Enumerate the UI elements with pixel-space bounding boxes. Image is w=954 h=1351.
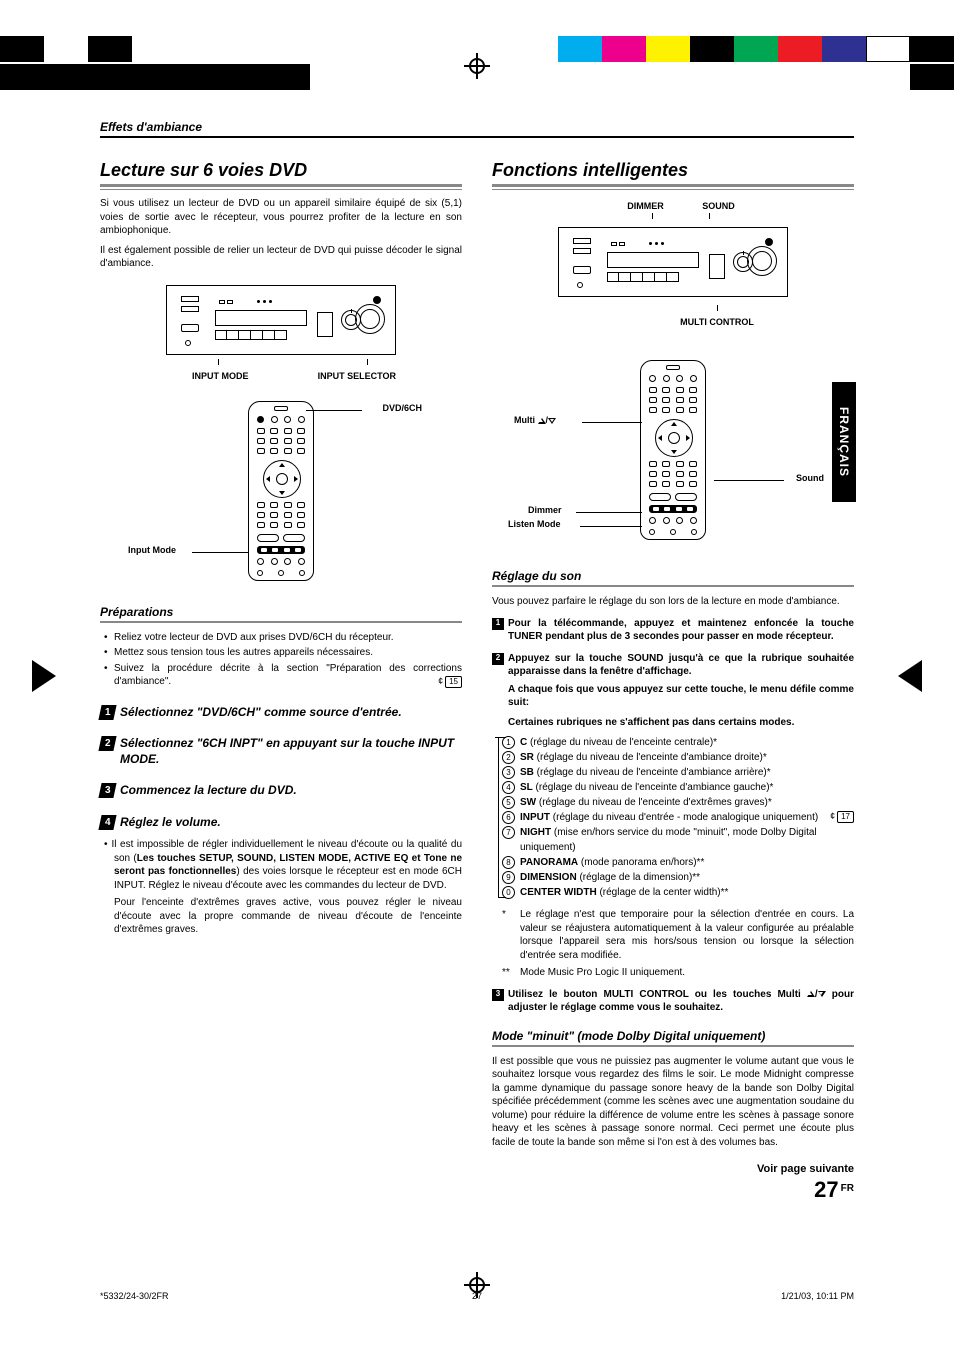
list-item: 9DIMENSION (réglage de la dimension)**	[520, 870, 854, 885]
mode-minuit-body: Il est possible que vous ne puissiez pas…	[492, 1055, 854, 1150]
triangle-up-icon	[807, 991, 815, 997]
list-item: Suivez la procédure décrite à la section…	[114, 662, 462, 689]
remote-icon	[640, 360, 706, 540]
print-marks-top	[0, 36, 954, 90]
callout-dvd6ch: DVD/6CH	[382, 403, 422, 413]
footer-left: *5332/24-30/2FR	[100, 1291, 169, 1301]
label-input-mode: INPUT MODE	[192, 371, 249, 381]
step-2: 2Sélectionnez "6CH INPT" en appuyant sur…	[100, 736, 462, 767]
receiver-icon	[558, 227, 788, 297]
breadcrumb: Effets d'ambiance	[100, 120, 854, 138]
sound-menu: 1C (réglage du niveau de l'enceinte cent…	[492, 735, 854, 900]
list-item: 3SB (réglage du niveau de l'enceinte d'a…	[520, 765, 854, 780]
reglage-intro: Vous pouvez parfaire le réglage du son l…	[492, 595, 854, 609]
callout-input-mode: Input Mode	[128, 545, 176, 555]
see-next-page: Voir page suivante	[492, 1163, 854, 1175]
list-item: 7NIGHT (mise en/hors service du mode "mi…	[520, 825, 854, 855]
page-content: Effets d'ambiance Lecture sur 6 voies DV…	[100, 120, 854, 1251]
triangle-down-icon	[548, 418, 556, 424]
list-item: Reliez votre lecteur de DVD aux prises D…	[114, 631, 462, 645]
callout-sound: Sound	[796, 473, 824, 483]
step4-note: Il est impossible de régler individuelle…	[100, 838, 462, 937]
mode-minuit-title: Mode "minuit" (mode Dolby Digital unique…	[492, 1029, 854, 1047]
right-step-2: 2Appuyez sur la touche SOUND jusqu'à ce …	[492, 652, 854, 679]
callout-dimmer: Dimmer	[528, 505, 562, 515]
reglage-title: Réglage du son	[492, 569, 854, 587]
step-1: 1Sélectionnez "DVD/6CH" comme source d'e…	[100, 705, 462, 721]
preparations-title: Préparations	[100, 605, 462, 623]
label-multi-control: MULTI CONTROL	[680, 317, 754, 327]
callout-listen-mode: Listen Mode	[508, 519, 561, 529]
list-item: 8PANORAMA (mode panorama en/hors)**	[520, 855, 854, 870]
right-step-1: 1Pour la télécommande, appuyez et mainte…	[492, 617, 854, 644]
label-input-selector: INPUT SELECTOR	[318, 371, 396, 381]
right-column: Fonctions intelligentes DIMMER SOUND MUL…	[492, 160, 854, 1203]
list-item: 2SR (réglage du niveau de l'enceinte d'a…	[520, 750, 854, 765]
label-dimmer: DIMMER	[627, 201, 664, 211]
page-ref-17: ¢17	[830, 810, 854, 824]
receiver-icon	[166, 285, 396, 355]
remote-icon	[248, 401, 314, 581]
left-diagram: INPUT MODE INPUT SELECTOR	[100, 285, 462, 591]
page-ref-15: ¢15	[438, 675, 462, 688]
step2-sub1: A chaque fois que vous appuyez sur cette…	[492, 683, 854, 710]
left-title: Lecture sur 6 voies DVD	[100, 160, 462, 187]
footnotes: *Le réglage n'est que temporaire pour la…	[492, 908, 854, 980]
page-number: 27FR	[492, 1177, 854, 1203]
right-title: Fonctions intelligentes	[492, 160, 854, 187]
list-item: Mettez sous tension tous les autres appa…	[114, 646, 462, 660]
list-item: 0CENTER WIDTH (réglage de la center widt…	[520, 885, 854, 900]
left-intro-1: Si vous utilisez un lecteur de DVD ou un…	[100, 197, 462, 238]
preparations-list: Reliez votre lecteur de DVD aux prises D…	[100, 631, 462, 689]
callout-multi: Multi /	[514, 415, 556, 425]
side-mark-right	[898, 660, 922, 692]
list-item: 5SW (réglage du niveau de l'enceinte d'e…	[520, 795, 854, 810]
list-item: 6INPUT (réglage du niveau d'entrée - mod…	[520, 810, 854, 825]
footer-mid: 27	[472, 1291, 482, 1301]
left-column: Lecture sur 6 voies DVD Si vous utilisez…	[100, 160, 462, 1203]
side-mark-left	[32, 660, 56, 692]
list-item: 1C (réglage du niveau de l'enceinte cent…	[520, 735, 854, 750]
footer-right: 1/21/03, 10:11 PM	[781, 1291, 854, 1301]
step-3: 3Commencez la lecture du DVD.	[100, 783, 462, 799]
triangle-up-icon	[538, 418, 546, 424]
footer-meta: *5332/24-30/2FR 27 1/21/03, 10:11 PM	[100, 1291, 854, 1301]
step2-sub2: Certaines rubriques ne s'affichent pas d…	[492, 716, 854, 730]
left-intro-2: Il est également possible de relier un l…	[100, 244, 462, 271]
step-4: 4Réglez le volume.	[100, 815, 462, 831]
right-step-3: 3 Utilisez le bouton MULTI CONTROL ou le…	[492, 988, 854, 1015]
triangle-down-icon	[818, 991, 826, 997]
right-diagram: DIMMER SOUND MULTI CONTROL	[492, 201, 854, 555]
label-sound: SOUND	[702, 201, 735, 211]
list-item: 4SL (réglage du niveau de l'enceinte d'a…	[520, 780, 854, 795]
